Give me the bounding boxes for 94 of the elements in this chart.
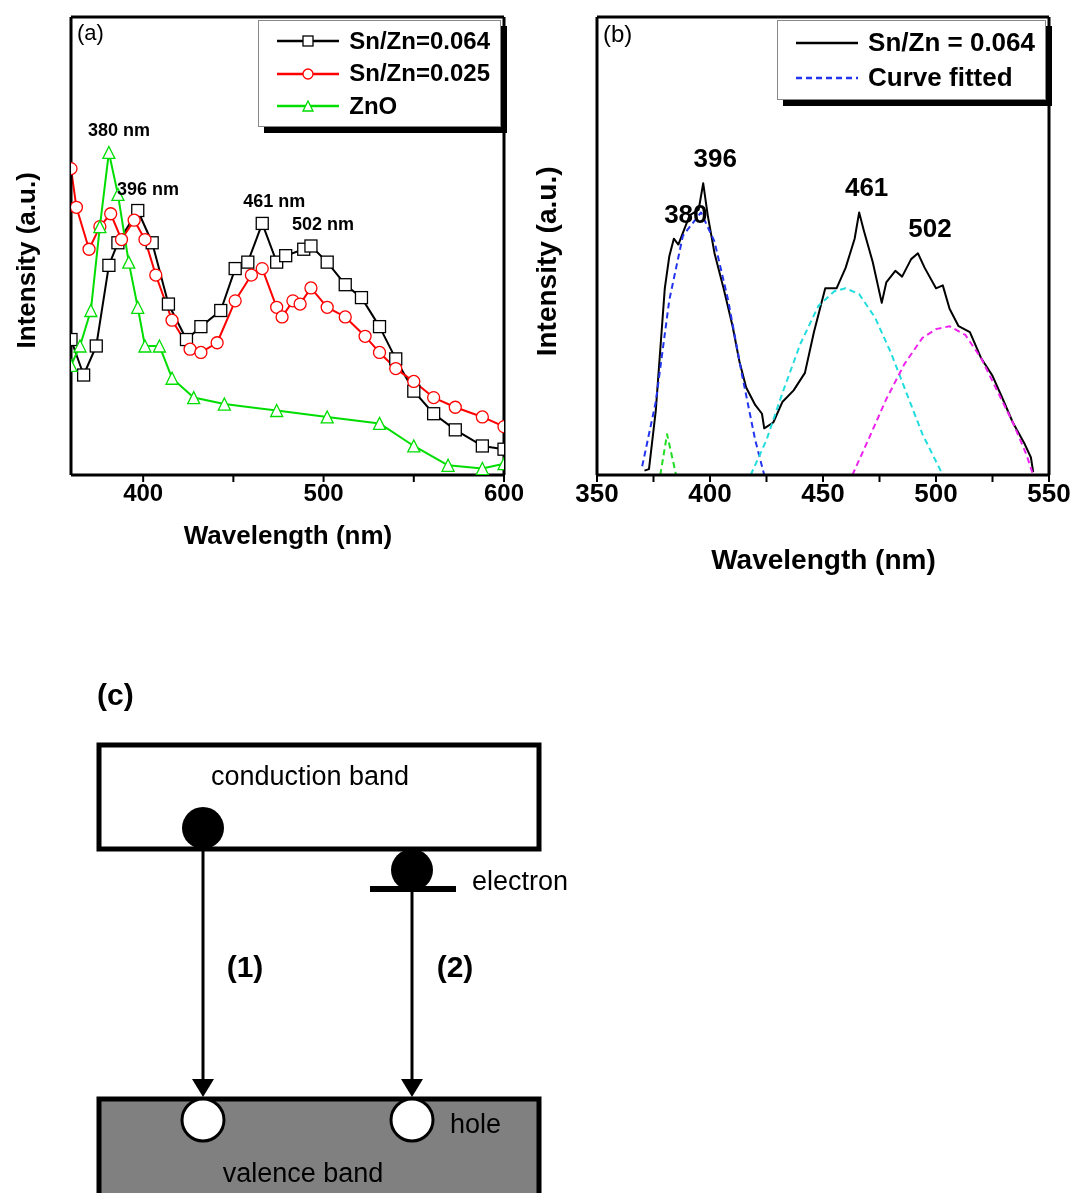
point [102,258,116,272]
point [114,232,129,247]
point [448,423,462,437]
point [304,281,318,295]
point [138,339,152,353]
point [407,374,421,389]
x-tick-label: 400 [123,479,164,507]
point [293,297,307,311]
point [475,439,489,453]
point [358,329,372,343]
point [228,261,242,276]
point [73,339,87,353]
point [270,300,284,314]
point [71,200,84,214]
point [122,255,136,269]
point [407,439,421,453]
text: (b) [603,20,633,48]
point [214,303,228,318]
point [255,261,269,276]
x-tick-label: 450 [801,478,845,509]
text: (c) [97,678,134,711]
point [194,345,208,360]
point [76,368,91,382]
annotation: 461 [844,172,889,203]
point [138,232,152,247]
point [149,268,163,282]
point [279,249,293,263]
point [102,145,116,160]
y-axis-title: Intensity (a.u.) [11,171,41,348]
text: valence band [222,1158,384,1188]
point [210,336,224,350]
point [320,255,334,269]
point [448,400,462,414]
point [183,342,197,356]
text: (2) [436,950,474,983]
point [244,268,259,282]
point [228,294,242,308]
legend-label: Sn/Zn=0.025 [349,58,490,89]
x-tick-label: 600 [483,479,525,507]
text: conduction band [210,761,410,791]
point [372,319,387,334]
point [165,371,179,385]
x-axis-title: Wavelength (nm) [710,544,937,576]
x-tick-label: 500 [914,478,958,509]
point [426,390,441,405]
annotation: 502 [908,213,952,244]
legend-label: Sn/Zn=0.064 [349,26,490,56]
point [338,310,352,324]
point [275,310,289,324]
point [320,410,334,424]
legend-label: Sn/Zn = 0.064 [868,26,1035,59]
legend-label: ZnO [349,90,398,121]
point [304,239,318,253]
point [270,403,284,418]
point [152,339,167,353]
x-axis-title: Wavelength (nm) [182,520,394,551]
point [426,407,441,421]
point [372,416,387,431]
point [241,255,255,269]
annotation: 396 nm [116,178,179,199]
text: (a) [77,20,104,46]
y-axis-title: Intensity (a.u.) [531,166,563,356]
annotation: 380 nm [88,120,151,141]
annotation: 461 nm [243,191,306,212]
text: hole [450,1109,502,1139]
annotation: 502 nm [291,214,354,234]
point [84,303,98,318]
point [104,207,118,221]
point [320,300,334,314]
point [217,397,231,411]
legend-label: Curve fitted [868,61,1013,95]
point [89,339,103,353]
text: electron [472,866,569,896]
point [194,319,208,334]
point [338,278,352,292]
point [389,361,403,376]
point [187,390,201,405]
x-tick-label: 400 [688,478,732,509]
x-tick-label: 550 [1027,478,1071,509]
text: (1) [226,950,264,983]
point [441,458,455,472]
point [475,410,489,424]
x-tick-label: 500 [303,479,344,507]
point [165,313,179,327]
point [82,242,96,256]
point [161,297,176,311]
point [127,213,141,227]
point [372,345,387,360]
point [131,300,145,314]
x-tick-label: 350 [575,478,619,509]
annotation: 396 [693,143,737,174]
point [255,216,269,231]
point [475,461,489,475]
point [354,290,369,305]
